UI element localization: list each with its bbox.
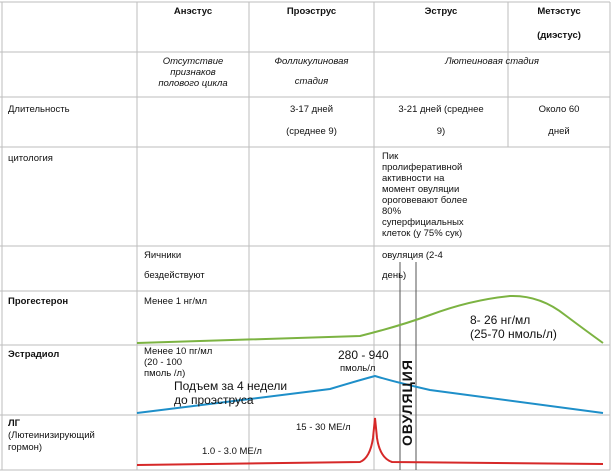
estradiol-peak-2: пмоль/л xyxy=(340,363,376,374)
progesterone-peak-2: (25-70 нмоль/л) xyxy=(470,327,557,341)
ovulation-vertical-label: ОВУЛЯЦИЯ xyxy=(399,359,415,446)
metestrus-duration-1: Около 60 xyxy=(538,104,580,115)
cytology-text-7: суперфициальных xyxy=(382,217,464,228)
lh-base-value: 1.0 - 3.0 МЕ/л xyxy=(202,446,262,457)
cytology-text-3: активности на xyxy=(382,173,445,184)
proestrus-stage-1: Фолликулиновая xyxy=(274,56,349,67)
lh-curve xyxy=(136,417,604,466)
cytology-text-1: Пик xyxy=(382,151,399,162)
progesterone-curve xyxy=(136,294,604,344)
lh-label-2: (Лютеинизирующий xyxy=(8,430,95,441)
estradiol-low-3: пмоль /л) xyxy=(144,368,186,379)
estradiol-label: Эстрадиол xyxy=(8,349,60,360)
ovulation-day-1: овуляция (2-4 xyxy=(382,250,443,261)
anestrus-desc-1: Отсутствие xyxy=(162,56,224,67)
ovulation-day-2: день) xyxy=(382,270,407,281)
header-metestrus: Метэстус xyxy=(537,6,581,17)
progesterone-low: Менее 1 нг/мл xyxy=(144,296,208,307)
header-estrus: Эструс xyxy=(424,6,458,17)
header-proestrus: Проэструс xyxy=(286,6,337,17)
estradiol-peak-1: 280 - 940 xyxy=(338,348,389,362)
anestrus-desc-2: признаков xyxy=(170,67,216,78)
estradiol-low-2: (20 - 100 xyxy=(144,357,183,368)
lh-label-3: гормон) xyxy=(8,442,43,453)
metestrus-duration-2: дней xyxy=(548,126,570,137)
proestrus-duration-1: 3-17 дней xyxy=(289,104,334,115)
anestrus-desc-3: полового цикла xyxy=(158,78,228,89)
cytology-text-6: 80% xyxy=(382,206,402,217)
ovary-inactive-1: Яичники xyxy=(144,250,182,261)
progesterone-peak-1: 8- 26 нг/мл xyxy=(470,313,531,327)
proestrus-stage-2: стадия xyxy=(294,76,329,87)
progesterone-label: Прогестерон xyxy=(8,296,69,307)
duration-label: Длительность xyxy=(8,104,70,115)
header-anestrus: Анэстус xyxy=(173,6,213,17)
cytology-text-4: момент овуляции xyxy=(382,184,460,195)
luteal-stage: Лютеиновая стадия xyxy=(445,56,539,67)
estradiol-low-1: Менее 10 пг/мл xyxy=(144,346,213,357)
cytology-text-5: ороговевают более xyxy=(382,195,468,206)
estradiol-curve xyxy=(136,374,604,414)
estradiol-rise-2: до проэструса xyxy=(174,393,254,407)
estrus-duration-1: 3-21 дней (среднее xyxy=(398,104,484,115)
cytology-text-8: клеток (у 75% сук) xyxy=(382,228,463,239)
cytology-label: цитология xyxy=(8,153,53,164)
lh-label-1: ЛГ xyxy=(8,418,21,429)
estrus-duration-2: 9) xyxy=(436,126,446,137)
estradiol-rise-1: Подъем за 4 недели xyxy=(174,379,288,393)
lh-peak-value: 15 - 30 МЕ/л xyxy=(296,422,351,433)
header-diestrus: (диэстус) xyxy=(537,30,581,41)
ovary-inactive-2: бездействуют xyxy=(144,270,205,281)
proestrus-duration-2: (среднее 9) xyxy=(286,126,337,137)
cytology-text-2: пролиферативной xyxy=(382,162,463,173)
